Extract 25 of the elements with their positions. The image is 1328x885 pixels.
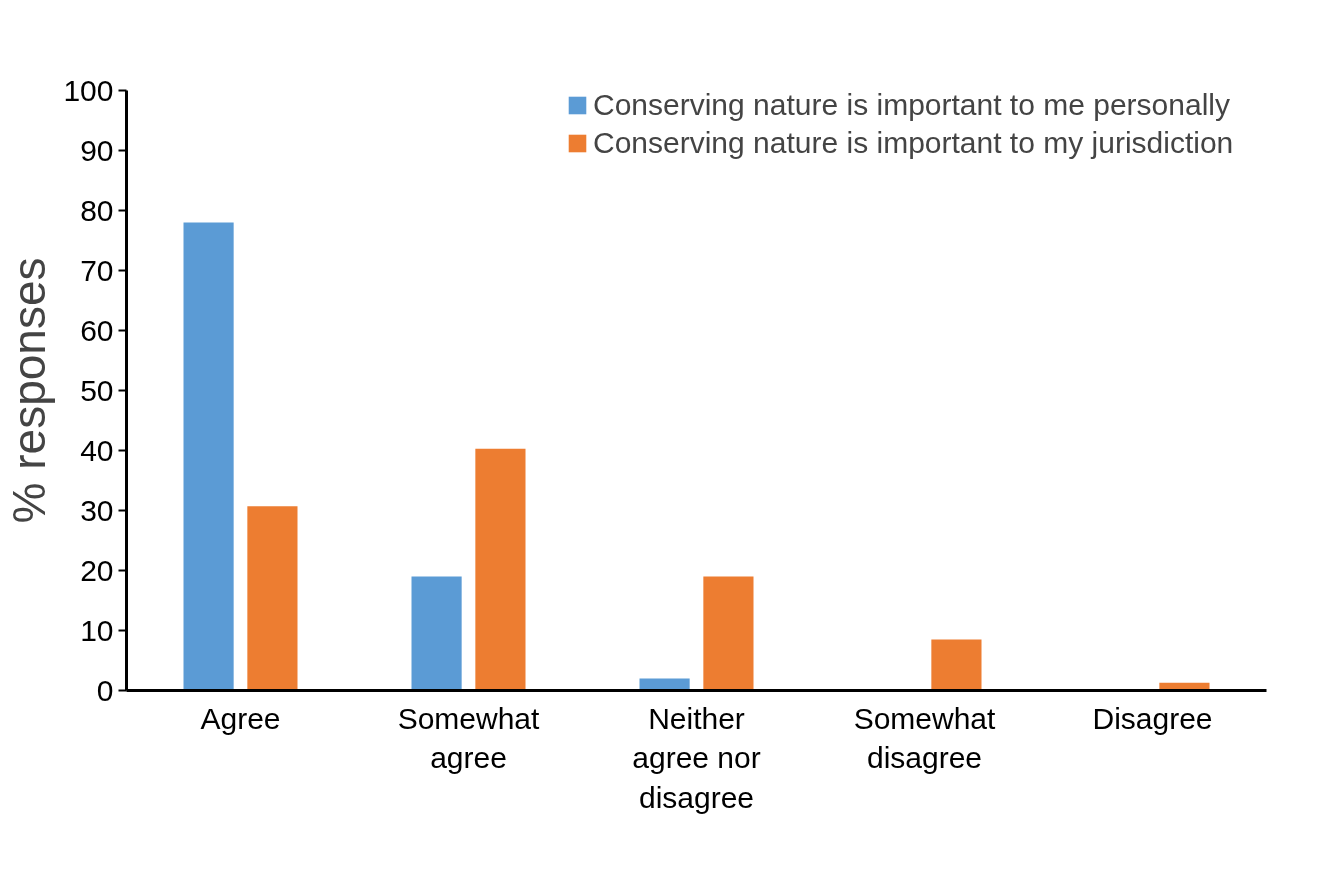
y-tick-label: 40 xyxy=(80,433,114,467)
y-tick-label: 30 xyxy=(80,493,114,527)
y-tick-label: 20 xyxy=(80,553,114,587)
y-tick-label: 90 xyxy=(80,133,114,167)
x-tick-label: Neither agree nor disagree xyxy=(632,701,761,814)
y-tick-label: 10 xyxy=(80,613,114,647)
x-tick-label: Somewhat agree xyxy=(397,701,541,775)
y-tick-label: 60 xyxy=(80,313,114,347)
legend-label: Conserving nature is important to me personally xyxy=(593,89,1230,122)
y-tick-label: 50 xyxy=(80,373,114,407)
bar xyxy=(475,448,526,691)
bar xyxy=(247,506,298,691)
y-axis-title: % responses xyxy=(3,257,56,524)
y-tick-label: 100 xyxy=(63,73,114,107)
x-tick-label: Disagree xyxy=(1092,701,1213,735)
x-tick-label: Somewhat disagree xyxy=(853,701,997,775)
legend-label: Conserving nature is important to my jurisdiction xyxy=(593,126,1234,160)
y-tick-label: 80 xyxy=(80,193,114,227)
bar xyxy=(411,576,462,691)
y-tick-label: 70 xyxy=(80,253,114,287)
x-tick-label: Agree xyxy=(200,701,281,735)
bar xyxy=(931,639,982,691)
bar xyxy=(183,222,234,691)
y-tick-label: 0 xyxy=(96,673,114,707)
bar xyxy=(703,576,754,691)
